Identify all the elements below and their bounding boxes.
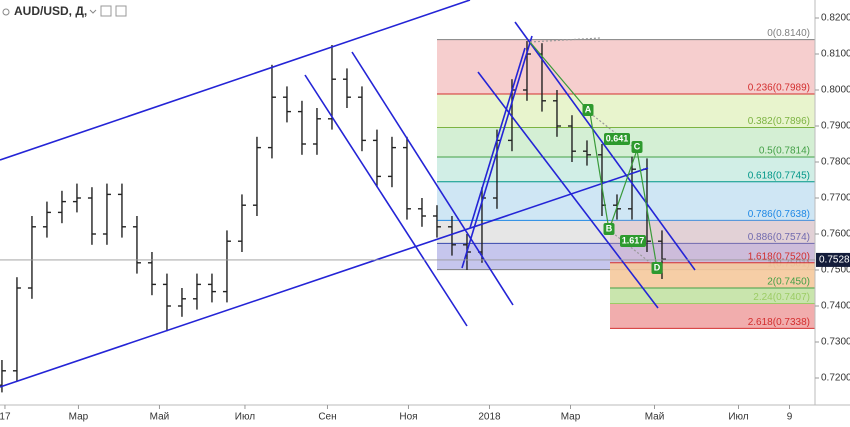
- fib-label: 1.618(0.7520): [748, 251, 810, 262]
- pattern-label: 1.617: [622, 235, 645, 245]
- x-tick-label: Май: [645, 412, 665, 423]
- x-tick-label: Мар: [69, 412, 89, 423]
- y-tick-label: 0.7800: [821, 157, 850, 168]
- y-tick-label: 0.7500: [821, 265, 850, 276]
- y-tick-label: 0.7700: [821, 193, 850, 204]
- fib-band: [437, 181, 815, 221]
- fib-label: 0.618(0.7745): [748, 170, 810, 181]
- pattern-badge: [582, 104, 594, 116]
- fibonacci: 0(0.8140) 0.236(0.7989) 0.382(0.7896) 0.5(0…: [437, 28, 815, 329]
- pattern-badge: [604, 133, 630, 145]
- fib-band: [610, 262, 815, 288]
- pattern-badge: [603, 223, 615, 235]
- fib-label: 2(0.7450): [767, 277, 810, 288]
- x-tick-label: Ноя: [399, 412, 417, 423]
- close-icon[interactable]: [115, 5, 127, 17]
- header-bg: [0, 0, 140, 24]
- pattern-label: 0.641: [606, 133, 629, 143]
- trend-line: [0, 0, 471, 161]
- y-tick-label: 0.8000: [821, 85, 850, 96]
- fib-band: [610, 288, 815, 304]
- y-tick-label: 0.7900: [821, 121, 850, 132]
- trend-lines: [0, 0, 696, 388]
- fib-label: 0.236(0.7989): [748, 83, 810, 94]
- y-tick-label: 0.7200: [821, 373, 850, 384]
- y-tick-label: 0.7400: [821, 301, 850, 312]
- fib-label: 0(0.8140): [767, 28, 810, 39]
- x-tick-label: Мар: [561, 412, 581, 423]
- fib-label: 0.886(0.7574): [748, 232, 810, 243]
- x-tick-label: 2018: [478, 412, 501, 423]
- pattern-badge: [651, 262, 663, 274]
- x-tick-label: Июл: [235, 412, 255, 423]
- x-tick-label: Сен: [318, 412, 336, 423]
- x-tick-label: Июл: [728, 412, 748, 423]
- pattern-label: A: [585, 104, 592, 114]
- fib-label: 0.786(0.7638): [748, 209, 810, 220]
- fib-band: [437, 156, 815, 182]
- pattern-badge: [631, 141, 643, 153]
- trend-line: [477, 71, 659, 309]
- pattern-label: D: [654, 262, 661, 272]
- trend-line: [461, 35, 533, 269]
- x-tick-label: 9: [787, 412, 793, 423]
- fib-band: [437, 220, 815, 244]
- fib-band: [610, 303, 815, 329]
- y-tick-label: 0.7300: [821, 337, 850, 348]
- y-tick-label: 0.8100: [821, 49, 850, 60]
- y-tick-label: 0.7600: [821, 229, 850, 240]
- dropdown-icon[interactable]: [89, 9, 97, 14]
- pattern-label: B: [606, 223, 613, 233]
- y-tick-label: 0.8200: [821, 13, 850, 24]
- last-price-label: 0.7528: [819, 255, 850, 266]
- trend-line: [304, 74, 468, 327]
- x-tick-label: Май: [150, 412, 170, 423]
- x-tick-label: 17: [0, 412, 11, 423]
- collapse-icon[interactable]: [2, 8, 10, 16]
- trend-line: [0, 167, 649, 388]
- axes: 0.7200 0.7300 0.7400 0.7500 0.7600 0.7700 0.78…: [0, 13, 850, 423]
- trend-line: [514, 21, 696, 271]
- last-price-box: [816, 252, 850, 267]
- pattern-label: C: [634, 141, 641, 151]
- fib-label: 0.382(0.7896): [748, 116, 810, 127]
- trend-line: [469, 47, 526, 229]
- pattern-badge: [620, 235, 646, 247]
- fib-band: [437, 39, 815, 94]
- fib-label: 2.618(0.7338): [748, 317, 810, 328]
- settings-icon[interactable]: [100, 5, 112, 17]
- fib-label: 2.24(0.7407): [753, 292, 810, 303]
- trend-line: [351, 51, 514, 306]
- fib-label: 0.5(0.7814): [759, 146, 810, 157]
- symbol-title: AUD/USD, Д,: [14, 4, 87, 18]
